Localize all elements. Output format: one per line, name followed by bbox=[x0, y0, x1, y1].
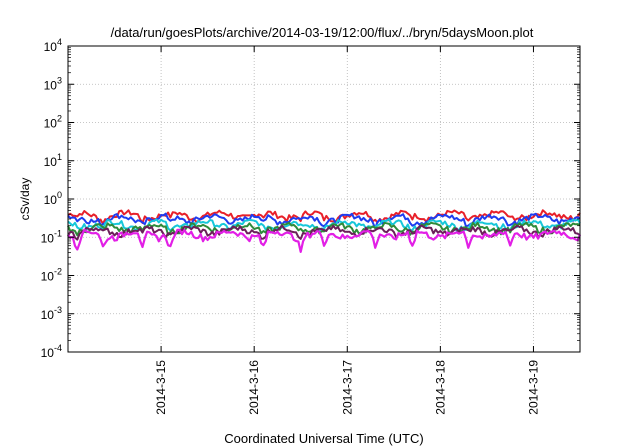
data-series-line bbox=[67, 228, 582, 253]
x-tick-label: 2014-3-19 bbox=[526, 360, 540, 415]
y-tick-label: 10-2 bbox=[41, 267, 62, 284]
grid-lines bbox=[68, 45, 580, 353]
plot-series-group bbox=[67, 209, 582, 253]
x-tick-label: 2014-3-16 bbox=[247, 360, 261, 415]
x-tick-label: 2014-3-18 bbox=[433, 360, 447, 415]
x-tick-label: 2014-3-15 bbox=[154, 360, 168, 415]
y-tick-label: 10-4 bbox=[41, 343, 62, 360]
chart-title: /data/run/goesPlots/archive/2014-03-19/1… bbox=[111, 25, 534, 40]
data-series-line bbox=[67, 209, 581, 225]
data-series-line bbox=[67, 218, 581, 234]
y-axis: 104 103 102 101 100 10-1 10-2 10-3 10-4 bbox=[41, 37, 580, 360]
data-series-line bbox=[67, 221, 581, 237]
y-tick-label: 103 bbox=[44, 75, 62, 92]
x-axis-label: Coordinated Universal Time (UTC) bbox=[224, 431, 423, 446]
x-tick-label: 2014-3-17 bbox=[340, 360, 354, 415]
y-axis-label: cSv/day bbox=[18, 178, 32, 221]
y-tick-label: 104 bbox=[44, 37, 62, 54]
y-tick-label: 101 bbox=[44, 152, 62, 169]
y-tick-label: 10-1 bbox=[41, 228, 62, 245]
y-tick-label: 10-3 bbox=[41, 305, 62, 322]
y-tick-label: 102 bbox=[44, 114, 62, 131]
y-tick-label: 100 bbox=[44, 190, 62, 207]
x-axis: 2014-3-15 2014-3-16 2014-3-17 2014-3-18 2014… bbox=[154, 46, 540, 415]
